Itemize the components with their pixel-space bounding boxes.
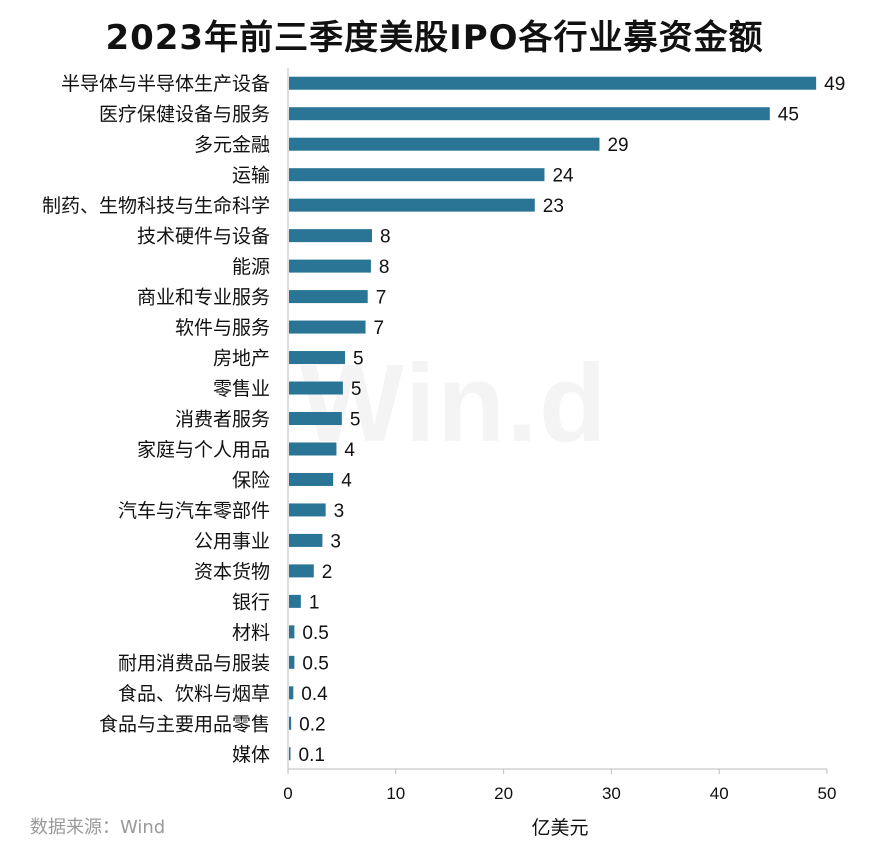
category-label: 银行 — [232, 591, 270, 613]
bar — [289, 412, 342, 425]
category-label: 医疗保健设备与服务 — [99, 104, 270, 126]
bar — [289, 229, 373, 243]
bar — [289, 472, 334, 486]
category-label: 家庭与个人用品 — [137, 439, 270, 461]
bar — [289, 76, 817, 90]
bar — [289, 168, 545, 182]
category-label: 材料 — [232, 622, 270, 644]
chart-title: 2023年前三季度美股IPO各行业募资金额 — [105, 18, 764, 58]
category-label: 保险 — [232, 469, 270, 491]
value-label: 45 — [778, 105, 799, 126]
value-label: 0.5 — [302, 653, 328, 674]
value-label: 1 — [309, 592, 320, 613]
bar — [289, 351, 346, 365]
category-label: 运输 — [232, 165, 270, 187]
category-label: 公用事业 — [194, 530, 270, 552]
category-label: 汽车与汽车零部件 — [118, 500, 270, 522]
x-tick-label: 40 — [710, 784, 729, 803]
value-label: 49 — [824, 74, 845, 95]
category-label: 媒体 — [232, 744, 270, 766]
bar — [289, 137, 600, 151]
category-label: 耐用消费品与服装 — [118, 652, 270, 674]
value-label: 0.1 — [299, 745, 325, 766]
category-label: 制药、生物科技与生命科学 — [42, 195, 270, 217]
category-label: 技术硬件与设备 — [137, 226, 270, 248]
watermark: Win.d — [300, 342, 609, 465]
value-label: 2 — [322, 562, 333, 583]
data-source: 数据来源：Wind — [30, 817, 166, 838]
category-label: 消费者服务 — [175, 409, 270, 431]
value-label: 5 — [353, 349, 364, 370]
category-label: 商业和专业服务 — [137, 287, 270, 309]
category-label: 资本货物 — [194, 561, 270, 583]
value-label: 5 — [350, 410, 361, 431]
bar — [289, 259, 371, 273]
value-label: 24 — [552, 166, 574, 187]
bar — [289, 747, 291, 761]
value-label: 8 — [380, 227, 391, 248]
x-tick-label: 20 — [494, 784, 513, 803]
value-label: 0.4 — [301, 684, 328, 705]
category-label: 零售业 — [213, 378, 270, 400]
bar — [289, 655, 295, 669]
value-label: 3 — [334, 501, 345, 522]
value-label: 8 — [379, 257, 390, 278]
value-label: 0.5 — [302, 623, 328, 644]
x-tick-label: 50 — [818, 784, 837, 803]
bar — [289, 381, 343, 395]
bar — [289, 290, 368, 304]
value-label: 5 — [351, 379, 362, 400]
bar — [289, 564, 314, 578]
x-axis-label: 亿美元 — [531, 817, 589, 839]
bar — [289, 533, 323, 547]
bar — [289, 716, 292, 730]
value-label: 4 — [341, 470, 352, 491]
category-label: 房地产 — [213, 348, 270, 370]
bar — [289, 320, 366, 334]
category-label: 半导体与半导体生产设备 — [61, 73, 270, 95]
category-label: 软件与服务 — [175, 317, 270, 339]
bar — [289, 198, 535, 212]
bar — [289, 503, 326, 517]
category-label: 食品、饮料与烟草 — [118, 683, 270, 705]
bar — [289, 442, 337, 456]
category-label: 食品与主要用品零售 — [99, 713, 270, 735]
category-label: 多元金融 — [194, 134, 270, 156]
x-tick-label: 30 — [602, 784, 621, 803]
value-label: 3 — [330, 531, 341, 552]
value-label: 29 — [607, 135, 628, 156]
value-label: 0.2 — [299, 714, 325, 735]
bar — [289, 107, 770, 121]
value-label: 4 — [344, 440, 355, 461]
bar — [289, 625, 295, 639]
bar — [289, 686, 294, 700]
value-label: 23 — [543, 196, 564, 217]
x-tick-label: 0 — [283, 784, 292, 803]
value-label: 7 — [374, 318, 385, 339]
bar — [289, 594, 301, 608]
category-label: 能源 — [232, 256, 270, 278]
x-tick-label: 10 — [386, 784, 405, 803]
value-label: 7 — [376, 288, 387, 309]
